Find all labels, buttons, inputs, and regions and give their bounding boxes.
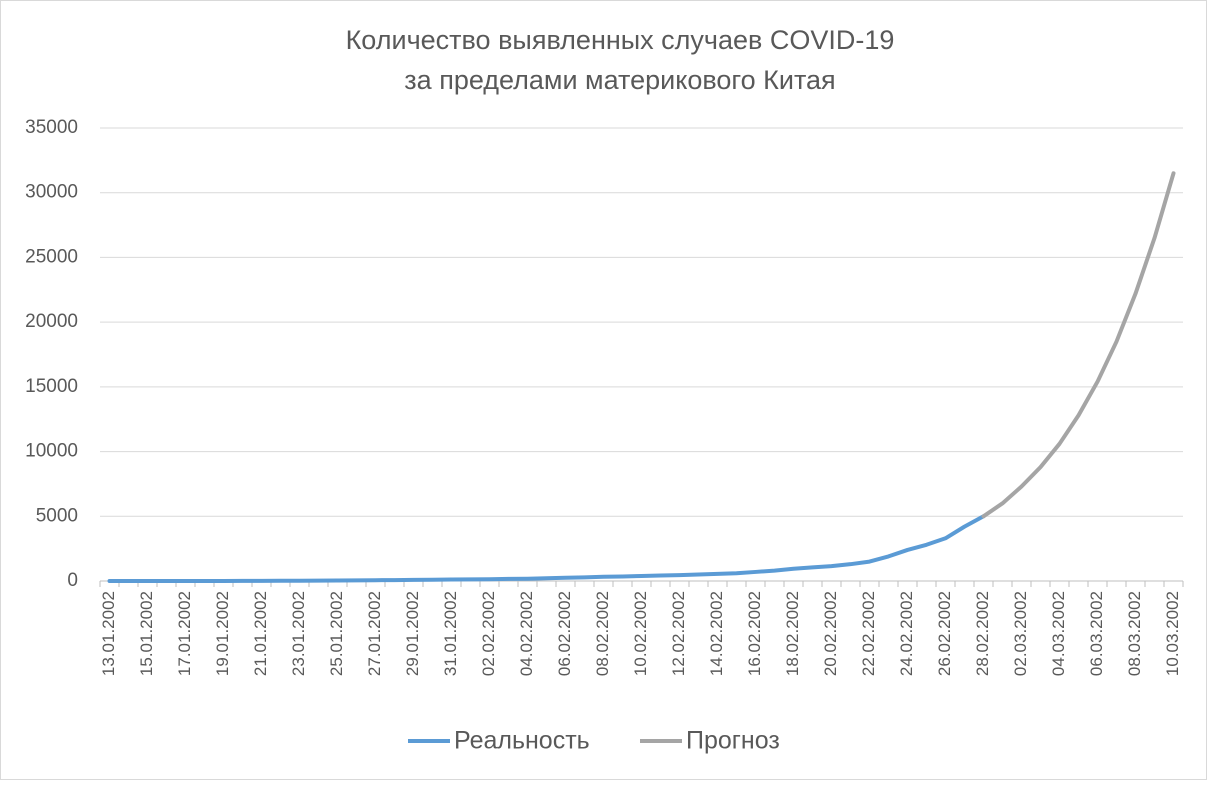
- x-tick-label: 17.01.2002: [175, 591, 194, 676]
- x-tick-label: 26.02.2002: [935, 591, 954, 676]
- x-tick-label: 27.01.2002: [365, 591, 384, 676]
- chart-title: Количество выявленных случаев COVID-19: [346, 25, 895, 55]
- x-tick-label: 21.01.2002: [251, 591, 270, 676]
- x-tick-label: 02.02.2002: [479, 591, 498, 676]
- y-tick-label: 35000: [25, 117, 78, 138]
- x-tick-label: 02.03.2002: [1011, 591, 1030, 676]
- y-tick-label: 20000: [25, 311, 78, 332]
- x-tick-label: 25.01.2002: [327, 591, 346, 676]
- x-tick-label: 04.03.2002: [1049, 591, 1068, 676]
- x-tick-label: 24.02.2002: [897, 591, 916, 676]
- x-tick-label: 20.02.2002: [821, 591, 840, 676]
- x-tick-label: 08.02.2002: [593, 591, 612, 676]
- chart-title: за пределами материкового Китая: [404, 65, 835, 95]
- y-tick-label: 5000: [36, 505, 78, 526]
- x-tick-label: 28.02.2002: [973, 591, 992, 676]
- x-tick-label: 14.02.2002: [707, 591, 726, 676]
- x-tick-label: 19.01.2002: [213, 591, 232, 676]
- x-tick-label: 04.02.2002: [517, 591, 536, 676]
- y-tick-label: 25000: [25, 246, 78, 267]
- x-tick-label: 08.03.2002: [1125, 591, 1144, 676]
- series-line: [981, 171, 1176, 519]
- x-tick-label: 31.01.2002: [441, 591, 460, 676]
- y-tick-label: 15000: [25, 376, 78, 397]
- series-line: [107, 514, 986, 583]
- x-tick-label: 23.01.2002: [289, 591, 308, 676]
- x-tick-label: 22.02.2002: [859, 591, 878, 676]
- x-tick-label: 06.03.2002: [1087, 591, 1106, 676]
- x-tick-label: 12.02.2002: [669, 591, 688, 676]
- x-tick-label: 18.02.2002: [783, 591, 802, 676]
- x-tick-label: 10.03.2002: [1163, 591, 1182, 676]
- x-tick-label: 10.02.2002: [631, 591, 650, 676]
- legend-label: Прогноз: [686, 727, 780, 755]
- x-tick-label: 06.02.2002: [555, 591, 574, 676]
- y-tick-label: 10000: [25, 441, 78, 462]
- legend-label: Реальность: [454, 727, 590, 755]
- x-tick-label: 15.01.2002: [137, 591, 156, 676]
- y-tick-label: 30000: [25, 182, 78, 203]
- x-tick-label: 16.02.2002: [745, 591, 764, 676]
- y-tick-label: 0: [67, 570, 78, 591]
- x-tick-label: 13.01.2002: [99, 591, 118, 676]
- x-tick-label: 29.01.2002: [403, 591, 422, 676]
